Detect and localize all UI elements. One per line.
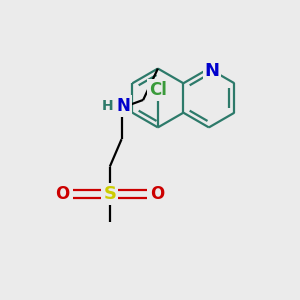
Text: N: N — [204, 61, 219, 80]
Text: S: S — [103, 185, 116, 203]
Text: O: O — [150, 185, 164, 203]
Text: N: N — [117, 97, 130, 115]
Text: O: O — [56, 185, 70, 203]
Text: Cl: Cl — [149, 81, 167, 99]
Text: H: H — [102, 99, 114, 113]
